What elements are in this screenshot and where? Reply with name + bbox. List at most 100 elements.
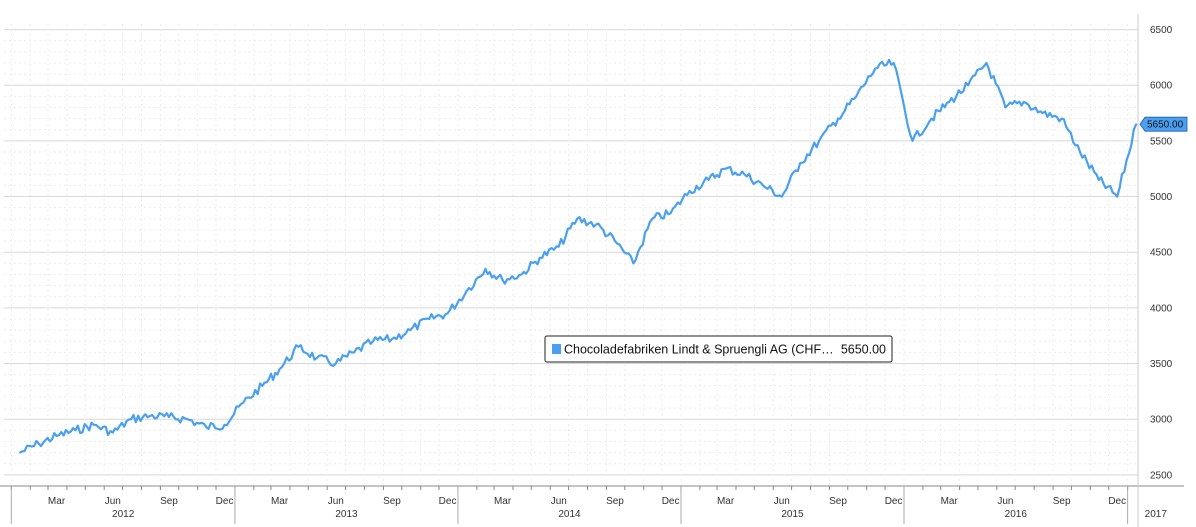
data-point: [111, 431, 114, 434]
x-axis: Mar Jun Sep Dec Mar Jun Sep Dec Mar Jun Sep Dec Mar J…: [0, 14, 1184, 527]
data-point: [130, 418, 132, 421]
y-tick-label: 5500: [1150, 136, 1173, 147]
x-year-label: 2015: [781, 509, 804, 520]
y-tick-label: 6000: [1150, 81, 1173, 92]
y-tick-label: 4000: [1150, 303, 1173, 314]
data-point: [911, 139, 914, 142]
y-tick-label: 2500: [1150, 470, 1173, 481]
data-point: [1097, 178, 1100, 181]
x-month-label: Dec: [1108, 496, 1126, 507]
x-year-label: 2014: [558, 509, 581, 520]
y-tick-label: 4500: [1150, 248, 1173, 259]
x-month-label: Mar: [941, 496, 959, 507]
data-point: [557, 245, 560, 248]
series-points: [18, 62, 1138, 454]
data-point: [985, 62, 988, 64]
data-point: [688, 190, 691, 192]
data-point: [520, 273, 523, 276]
data-point: [538, 256, 541, 259]
x-month-label: Jun: [551, 496, 567, 507]
x-month-label: Mar: [48, 496, 66, 507]
legend-box: Chocoladefabriken Lindt & Spruengli AG (…: [544, 335, 893, 363]
data-point: [874, 67, 877, 70]
x-month-label: Sep: [383, 496, 401, 507]
x-month-label: Sep: [160, 496, 178, 507]
x-year-label: 2017: [1145, 509, 1168, 520]
x-month-label: Jun: [328, 496, 344, 507]
data-point: [92, 423, 95, 426]
data-point: [446, 312, 449, 315]
last-price-marker: 5650.00: [1139, 116, 1188, 132]
data-point: [501, 279, 504, 281]
x-month-label: Sep: [829, 496, 847, 507]
x-month-label: Dec: [216, 496, 234, 507]
data-point: [1116, 195, 1119, 198]
data-point: [334, 362, 337, 365]
y-tick-label: 6500: [1150, 25, 1173, 36]
last-price-label: 5650.00: [1147, 120, 1184, 131]
data-point: [37, 442, 40, 445]
data-point: [632, 262, 635, 265]
legend-series-name: Chocoladefabriken Lindt & Spruengli AG (…: [564, 343, 834, 357]
data-point: [205, 426, 208, 428]
legend-swatch: [552, 344, 561, 354]
data-point: [892, 62, 895, 64]
x-year-label: 2013: [335, 509, 358, 520]
data-point: [372, 340, 374, 343]
data-point: [261, 384, 264, 387]
data-point: [353, 351, 355, 354]
data-point: [1041, 112, 1044, 114]
data-point: [391, 338, 393, 340]
data-point: [948, 101, 951, 103]
data-point: [1135, 123, 1138, 126]
data-point: [855, 95, 858, 98]
x-month-label: Mar: [717, 496, 735, 507]
data-point: [799, 162, 802, 165]
y-tick-label: 3000: [1150, 415, 1173, 426]
data-point: [780, 195, 783, 198]
data-point: [1022, 101, 1025, 103]
data-point: [1004, 106, 1007, 109]
x-year-label: 2012: [112, 509, 135, 520]
data-point: [186, 418, 189, 421]
data-point: [669, 212, 672, 215]
data-point: [465, 290, 468, 293]
data-point: [614, 240, 616, 242]
data-point: [707, 178, 710, 181]
data-point: [743, 173, 746, 176]
legend-frame: [544, 335, 893, 363]
data-point: [278, 368, 281, 371]
x-month-label: Jun: [774, 496, 790, 507]
data-point: [242, 401, 245, 404]
legend-last-value: 5650.00: [841, 343, 886, 357]
data-point: [576, 217, 579, 220]
x-month-label: Sep: [606, 496, 624, 507]
data-point: [818, 139, 820, 142]
data-point: [297, 345, 300, 348]
data-point: [724, 167, 727, 170]
x-month-label: Dec: [662, 496, 680, 507]
data-point: [1060, 117, 1063, 120]
data-point: [484, 268, 487, 270]
data-point: [428, 318, 431, 320]
data-point: [168, 416, 170, 418]
x-month-label: Jun: [997, 496, 1013, 507]
data-point: [315, 357, 318, 359]
data-point: [55, 435, 58, 437]
data-point: [595, 223, 597, 226]
data-point: [74, 429, 77, 432]
x-month-label: Dec: [439, 496, 457, 507]
data-point: [967, 84, 970, 87]
x-month-label: Mar: [494, 496, 512, 507]
data-point: [149, 414, 151, 417]
y-tick-label: 5000: [1150, 192, 1173, 203]
series-line: [19, 58, 1138, 454]
data-point: [930, 117, 933, 120]
data-point: [223, 423, 226, 426]
data-point: [651, 217, 654, 220]
x-month-label: Jun: [105, 496, 121, 507]
data-point: [18, 451, 21, 454]
data-point: [1079, 151, 1081, 153]
last-price-tag: [1139, 116, 1188, 132]
